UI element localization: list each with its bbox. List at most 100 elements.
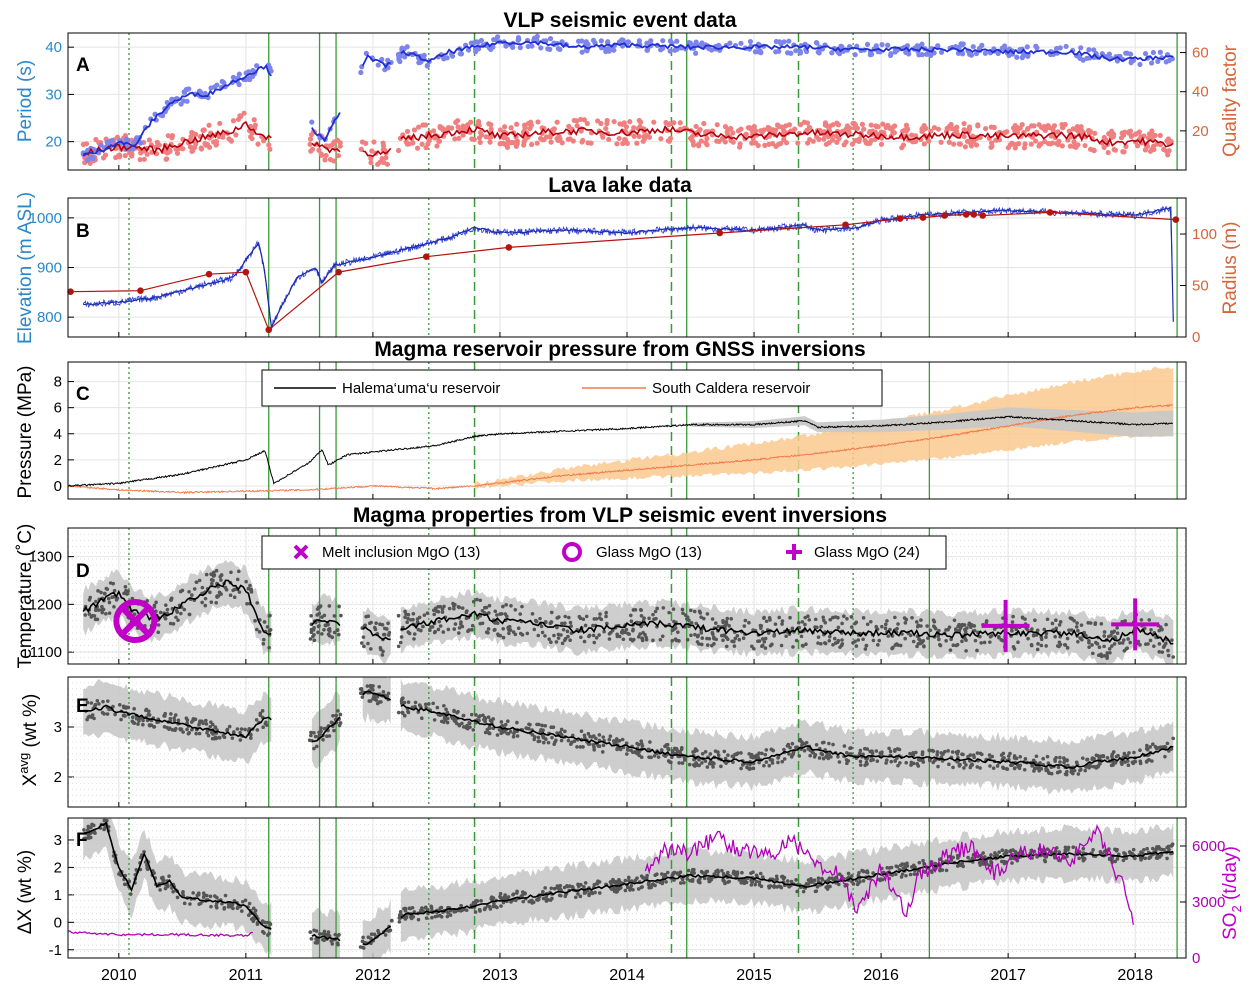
data-point <box>615 632 619 637</box>
data-point <box>849 874 854 878</box>
data-point <box>323 932 328 937</box>
quality-point <box>868 122 874 128</box>
quality-point <box>989 140 995 146</box>
data-point <box>361 946 366 950</box>
quality-point <box>228 137 234 143</box>
quality-point <box>798 122 804 128</box>
data-point <box>1124 856 1129 861</box>
data-point <box>1112 642 1117 646</box>
data-point <box>516 626 521 631</box>
data-point <box>689 608 693 613</box>
data-point <box>267 645 271 650</box>
quality-point <box>752 128 759 134</box>
y-tick-label: 900 <box>37 260 62 277</box>
data-point <box>439 905 444 910</box>
data-point <box>888 749 893 754</box>
data-point <box>997 850 1001 854</box>
data-point <box>964 649 968 653</box>
data-point <box>309 937 314 941</box>
data-point <box>208 590 212 595</box>
data-point <box>315 744 319 749</box>
data-point <box>884 761 888 765</box>
axes-frame <box>67 527 1187 665</box>
quality-point <box>137 156 143 163</box>
legend-label-south: South Caldera reservoir <box>652 380 810 397</box>
data-point <box>644 876 649 880</box>
data-point <box>772 632 777 637</box>
data-point <box>523 891 527 895</box>
data-point <box>128 892 133 896</box>
period-point <box>1080 57 1086 63</box>
data-point <box>1069 628 1074 632</box>
data-point <box>768 618 772 622</box>
data-point <box>178 727 182 731</box>
quality-point <box>534 140 540 146</box>
data-point <box>1160 650 1165 654</box>
data-point <box>1133 856 1137 861</box>
data-point <box>673 626 678 630</box>
data-point <box>460 624 465 629</box>
quality-point <box>368 155 374 161</box>
quality-point <box>1157 132 1163 139</box>
data-point <box>898 761 902 765</box>
y-tick-label-right: 40 <box>1192 84 1209 101</box>
data-point <box>176 718 181 723</box>
data-point <box>1063 845 1068 850</box>
data-point <box>1030 764 1034 768</box>
median-line <box>311 618 341 627</box>
quality-point <box>100 155 107 161</box>
data-point <box>478 621 483 626</box>
quality-point <box>453 119 459 125</box>
data-point <box>359 687 364 691</box>
quality-point <box>1059 143 1065 149</box>
quality-point <box>230 118 237 124</box>
data-point <box>989 859 993 864</box>
data-point <box>775 877 779 881</box>
data-point <box>719 633 724 638</box>
data-point <box>524 726 528 730</box>
data-point <box>655 606 659 611</box>
data-point <box>1160 627 1164 632</box>
data-point <box>200 719 204 724</box>
data-point <box>538 616 542 621</box>
period-point <box>1124 50 1130 56</box>
data-point <box>964 763 968 767</box>
quality-point <box>961 133 967 140</box>
data-point <box>984 862 989 866</box>
quality-point <box>210 139 217 145</box>
quality-point <box>113 154 119 161</box>
data-point <box>995 853 999 858</box>
data-point <box>169 712 173 716</box>
data-point <box>381 690 386 694</box>
quality-point <box>419 141 425 147</box>
data-point <box>487 603 492 608</box>
data-point <box>538 730 543 734</box>
period-point <box>864 41 871 48</box>
data-point <box>1087 645 1091 649</box>
quality-point <box>667 121 673 127</box>
data-point <box>201 895 206 899</box>
data-point <box>387 633 391 637</box>
quality-point <box>468 119 474 125</box>
data-point <box>255 627 259 632</box>
data-point <box>560 641 565 646</box>
quality-point <box>909 132 915 138</box>
data-point <box>1049 771 1054 776</box>
y-tick-label: 30 <box>45 86 62 103</box>
data-point <box>960 639 964 644</box>
data-point <box>563 621 567 625</box>
quality-point <box>762 142 768 148</box>
data-point <box>611 877 615 882</box>
data-point <box>988 640 992 644</box>
data-point <box>1018 754 1023 759</box>
data-point <box>722 749 727 754</box>
data-point <box>911 863 916 868</box>
data-point <box>106 596 111 601</box>
data-point <box>561 627 566 632</box>
quality-point <box>1013 142 1019 148</box>
data-point <box>501 604 505 609</box>
data-point <box>454 721 459 726</box>
data-point <box>1111 630 1115 635</box>
quality-point <box>548 139 554 145</box>
data-point <box>911 750 916 755</box>
